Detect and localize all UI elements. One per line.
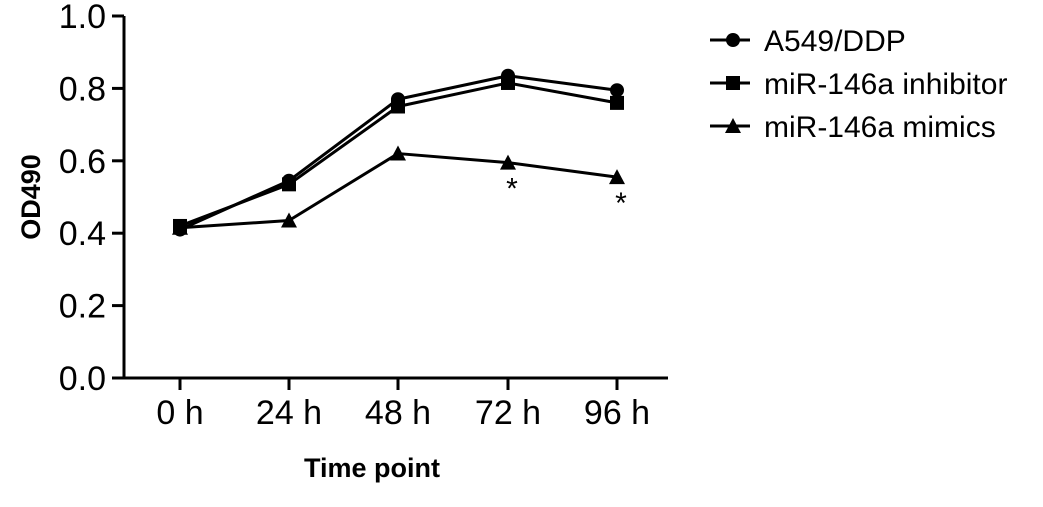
y-tick-label: 0.6 bbox=[59, 143, 106, 181]
y-tick-label: 0.4 bbox=[59, 215, 106, 253]
circle-marker bbox=[726, 33, 740, 47]
square-marker bbox=[610, 95, 624, 110]
triangle-marker bbox=[725, 118, 741, 133]
annotation-layer: * * bbox=[506, 173, 627, 220]
x-tick-label: 96 h bbox=[584, 394, 650, 432]
x-axis-title: Time point bbox=[304, 453, 440, 483]
x-ticks: 0 h 24 h 48 h 72 h 96 h bbox=[156, 378, 650, 432]
triangle-marker bbox=[500, 154, 516, 170]
legend-item: miR-146a mimics bbox=[710, 111, 996, 144]
series-layer bbox=[172, 68, 625, 237]
x-tick-label: 0 h bbox=[156, 394, 203, 432]
significance-asterisk: * bbox=[615, 187, 627, 220]
y-tick-label: 1.0 bbox=[59, 0, 106, 36]
square-marker bbox=[391, 99, 405, 114]
triangle-marker bbox=[390, 145, 406, 161]
legend-item: miR-146a inhibitor bbox=[710, 68, 1007, 101]
x-axis: 0 h 24 h 48 h 72 h 96 h bbox=[124, 376, 668, 432]
y-axis: 0.0 0.2 0.4 0.6 0.8 1.0 bbox=[59, 0, 126, 398]
y-ticks: 0.0 0.2 0.4 0.6 0.8 1.0 bbox=[59, 0, 124, 398]
legend-item: A549/DDP bbox=[710, 25, 906, 58]
legend: A549/DDP miR-146a inhibitor miR-146a mimic… bbox=[710, 25, 1007, 144]
y-tick-label: 0.2 bbox=[59, 288, 106, 326]
x-tick-label: 72 h bbox=[475, 394, 541, 432]
square-marker bbox=[282, 177, 296, 192]
legend-label: miR-146a inhibitor bbox=[764, 68, 1007, 101]
legend-label: A549/DDP bbox=[764, 25, 906, 58]
legend-label: miR-146a mimics bbox=[764, 111, 996, 144]
square-marker bbox=[726, 76, 740, 90]
significance-asterisk: * bbox=[506, 173, 518, 206]
y-tick-label: 0.0 bbox=[59, 360, 106, 398]
y-axis-title: OD490 bbox=[16, 154, 46, 240]
series-line bbox=[179, 152, 618, 230]
series-triangle bbox=[172, 145, 625, 235]
triangle-marker bbox=[172, 219, 188, 235]
x-tick-label: 24 h bbox=[256, 394, 322, 432]
circle-marker bbox=[610, 83, 624, 98]
x-tick-label: 48 h bbox=[365, 394, 431, 432]
triangle-marker bbox=[281, 212, 297, 228]
triangle-marker bbox=[609, 169, 625, 185]
y-tick-label: 0.8 bbox=[59, 70, 106, 108]
square-marker bbox=[501, 75, 515, 90]
